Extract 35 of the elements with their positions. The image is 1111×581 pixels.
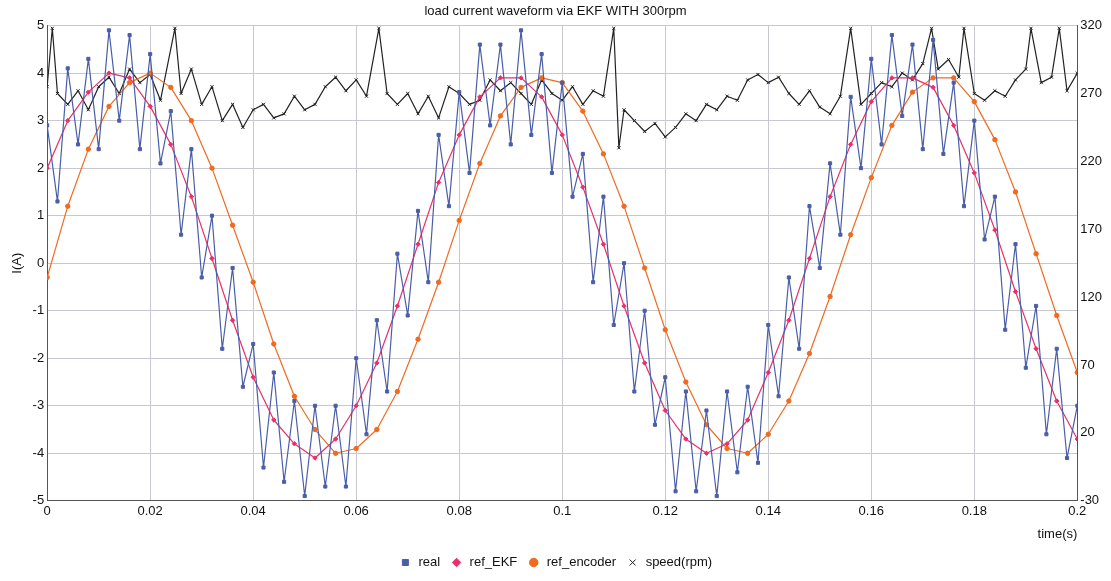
y-tick-label: 2 — [36, 159, 45, 175]
y-tick-label: 1 — [36, 207, 45, 223]
legend-label: ref_encoder — [546, 554, 617, 570]
x-tick-label: 0.04 — [240, 503, 266, 519]
legend-label: ref_EKF — [469, 554, 518, 570]
x-tick-label: 0.02 — [137, 503, 163, 519]
x-tick-label: 0.16 — [858, 503, 884, 519]
y-tick-label: 4 — [36, 64, 45, 80]
y-tick-label: 3 — [36, 112, 45, 128]
y-tick-label: -5 — [32, 492, 45, 508]
x-tick-label: 0.18 — [961, 503, 987, 519]
x-tick-label: 0.06 — [343, 503, 369, 519]
y2-tick-label: 120 — [1080, 288, 1103, 304]
y2-tick-label: 270 — [1080, 85, 1103, 101]
x-tick-label: 0.14 — [755, 503, 781, 519]
x-tick-label: 0.2 — [1068, 503, 1087, 519]
x-axis-title: time(s) — [1037, 525, 1078, 541]
y-tick-label: 0 — [36, 254, 45, 270]
y2-tick-label: 170 — [1080, 220, 1103, 236]
legend-label: real — [418, 554, 441, 570]
y-tick-label: -4 — [32, 444, 45, 460]
y-tick-label: -3 — [32, 397, 45, 413]
x-tick-label: 0.08 — [446, 503, 472, 519]
y2-tick-label: 220 — [1080, 152, 1103, 168]
chart-title: load current waveform via EKF WITH 300rpm — [424, 3, 687, 19]
y-tick-label: -1 — [32, 302, 45, 318]
y-tick-label: -2 — [32, 349, 45, 365]
x-tick-label: 0.12 — [652, 503, 678, 519]
y-axis-title: I(A) — [9, 252, 25, 274]
legend-label: speed(rpm) — [645, 554, 713, 570]
y-tick-label: 5 — [36, 17, 45, 33]
y2-tick-label: 320 — [1080, 17, 1103, 33]
y2-tick-label: 20 — [1080, 424, 1095, 440]
y2-tick-label: 70 — [1080, 356, 1095, 372]
x-tick-label: 0.1 — [553, 503, 572, 519]
